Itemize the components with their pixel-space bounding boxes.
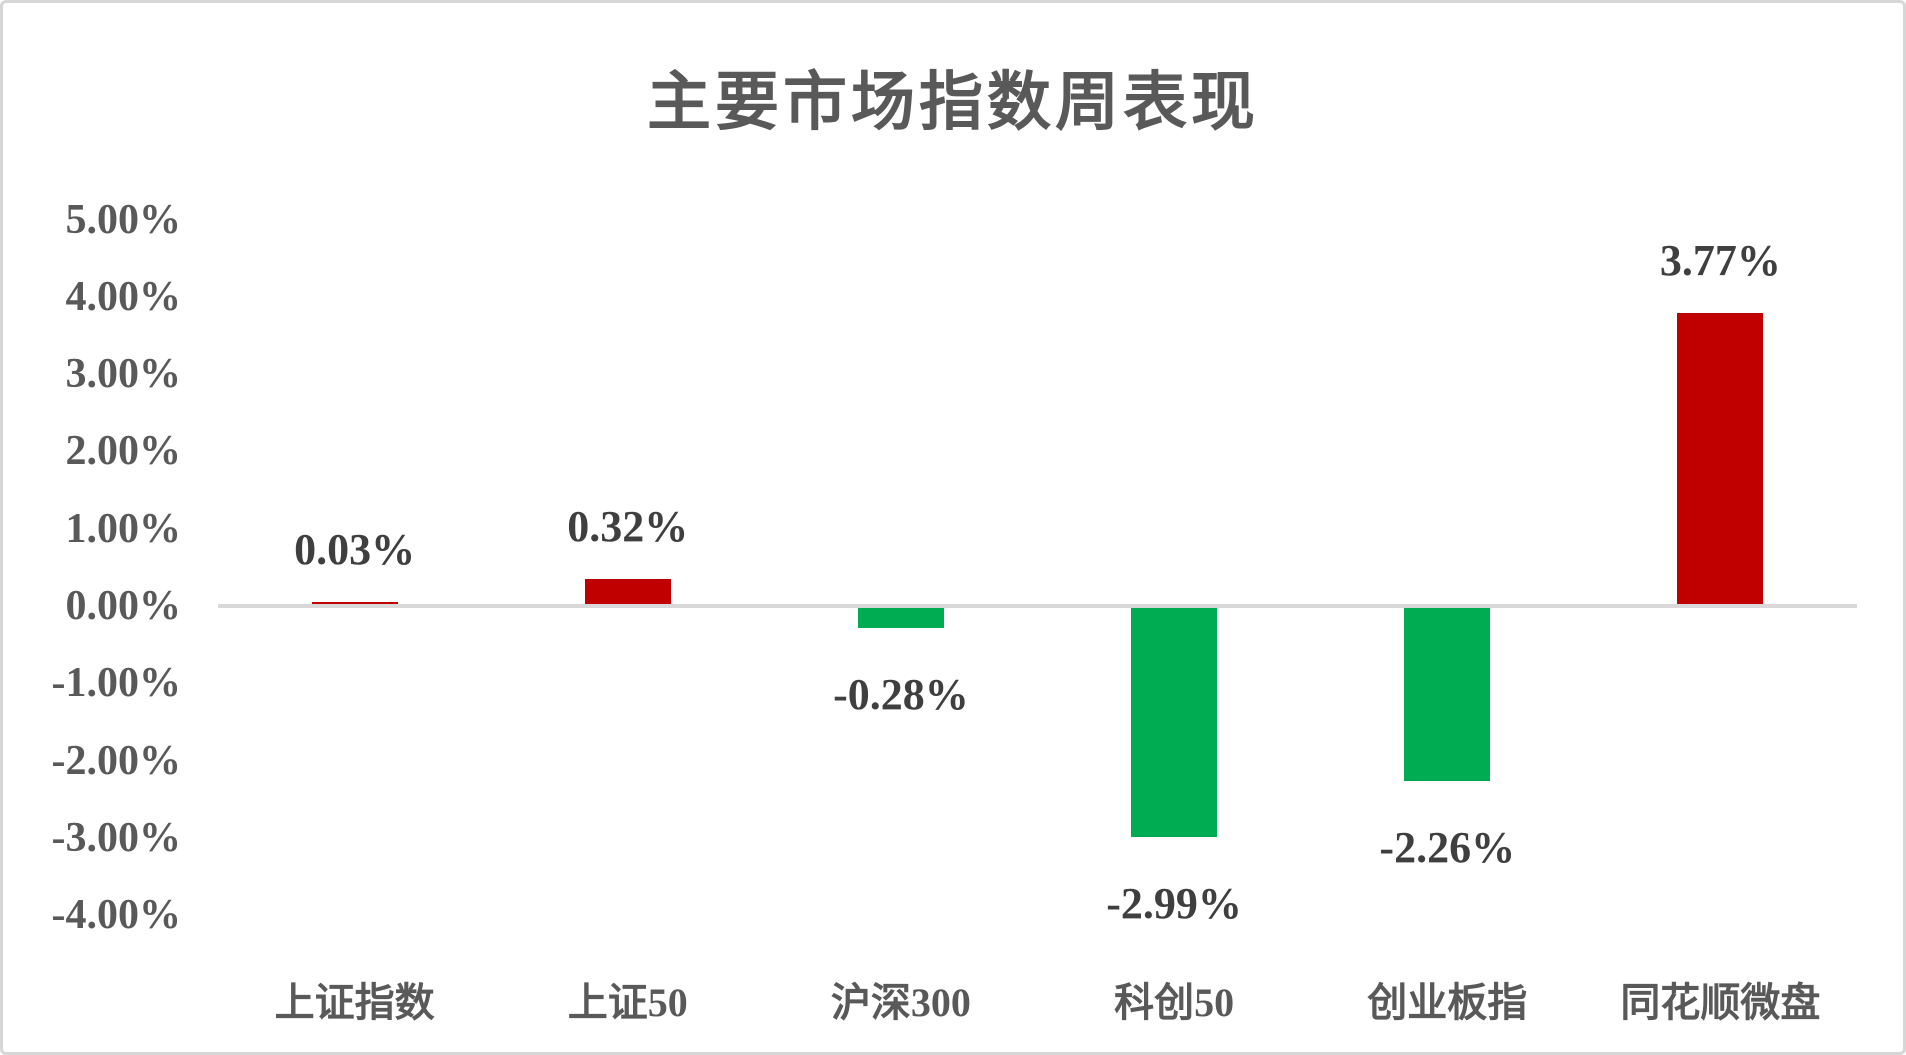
data-label-沪深300: -0.28% (833, 669, 969, 719)
y-axis-tick-label: -3.00% (51, 814, 182, 861)
chart-bar-上证指数 (311, 601, 398, 604)
y-axis-tick-label: 0.00% (65, 583, 182, 629)
y-axis-tick-label: 3.00% (65, 351, 182, 398)
y-axis-tick-label: 1.00% (65, 505, 182, 552)
y-axis-tick-label: 4.00% (65, 273, 182, 320)
chart-bar-上证50 (584, 579, 671, 604)
chart-title: 主要市场指数周表现 (647, 67, 1259, 138)
chart-bar-科创50 (1131, 608, 1218, 838)
data-label-科创50: -2.99% (1106, 879, 1242, 929)
category-label-上证指数: 上证指数 (274, 980, 435, 1025)
data-label-上证50: 0.32% (567, 502, 689, 552)
data-label-上证指数: 0.03% (294, 524, 416, 574)
category-label-同花顺微盘: 同花顺微盘 (1620, 980, 1821, 1025)
category-label-上证50: 上证50 (567, 980, 688, 1025)
data-label-同花顺微盘: 3.77% (1659, 235, 1781, 285)
chart-bar-沪深300 (857, 608, 944, 628)
y-axis-tick-label: 5.00% (65, 196, 182, 243)
category-label-科创50: 科创50 (1114, 980, 1235, 1025)
y-axis-tick-label: -4.00% (51, 892, 182, 939)
category-label-创业板指: 创业板指 (1367, 980, 1528, 1025)
data-label-创业板指: -2.26% (1379, 822, 1516, 872)
chart-bar-同花顺微盘 (1677, 312, 1764, 604)
y-axis-tick-label: 2.00% (65, 428, 182, 475)
chart-bar-创业板指 (1404, 608, 1491, 781)
y-axis-tick-label: -2.00% (51, 737, 182, 784)
x-axis-line (218, 604, 1857, 608)
category-label-沪深300: 沪深300 (830, 980, 971, 1025)
y-axis-tick-label: -1.00% (51, 660, 182, 707)
